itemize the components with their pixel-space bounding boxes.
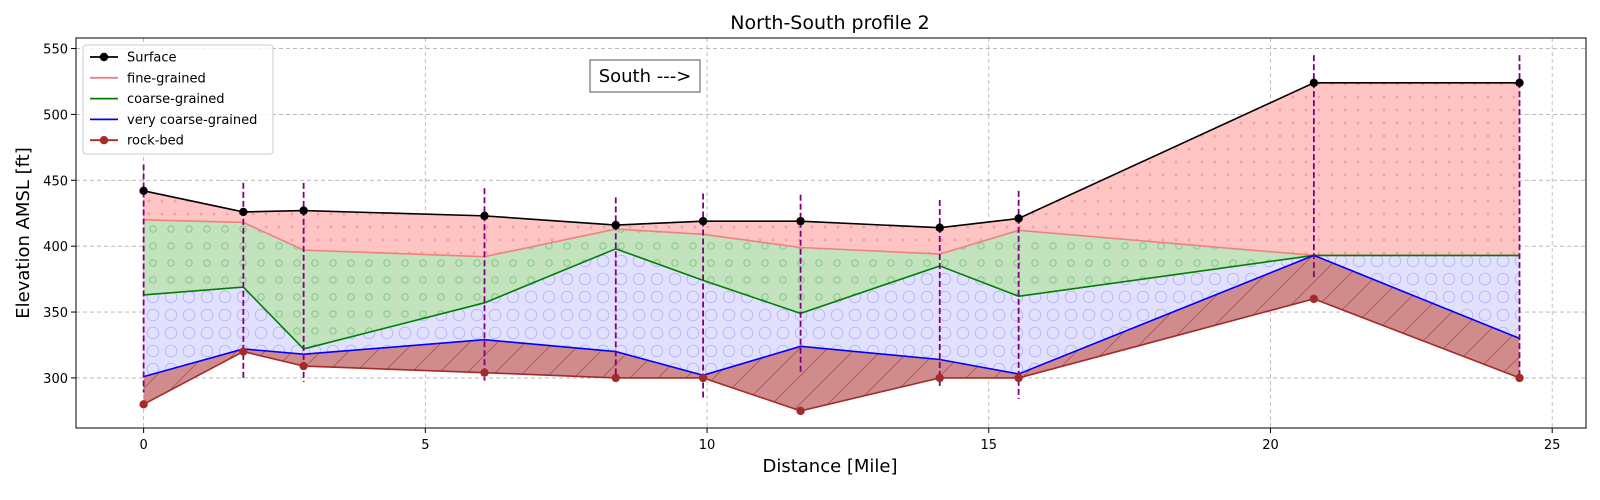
surface-point [239, 207, 248, 217]
surface-point [935, 223, 944, 232]
very-coarse-grained-fill-pattern [143, 248, 1520, 377]
well-markers [142, 55, 1521, 401]
rock-bed-point [1515, 373, 1524, 383]
rock-bed-point [935, 373, 944, 383]
y-tick-label: 500 [43, 108, 68, 123]
legend-label-coarse-grained: coarse-grained [127, 92, 225, 107]
rock-bed-point [299, 361, 308, 371]
y-tick-label: 450 [43, 174, 68, 189]
y-axis-label: Elevation AMSL [ft] [13, 147, 34, 318]
surface-point [480, 211, 489, 221]
legend-label-very-coarse-grained: very coarse-grained [127, 113, 257, 128]
y-tick-label: 550 [43, 43, 68, 58]
x-tick-label: 5 [421, 438, 429, 453]
x-tick-label: 20 [1262, 438, 1279, 453]
legend: Surface fine-grained coarse-grained very co… [82, 44, 274, 155]
rock-bed-point [1014, 373, 1023, 383]
coarse-grained-fill-pattern [143, 219, 1520, 349]
rock-bed-point [1309, 294, 1319, 304]
y-tick-label: 300 [43, 372, 68, 387]
legend-label-fine-grained: fine-grained [127, 71, 206, 86]
surface-point [139, 186, 148, 196]
surface-point [796, 216, 805, 226]
rock-bed-point [796, 406, 805, 416]
annotation-text: South ---> [599, 66, 692, 87]
rock-bed-point [480, 368, 489, 377]
surface-point [1014, 214, 1023, 223]
rock-bed-point [239, 347, 248, 356]
surface-point [1515, 78, 1524, 87]
legend-label-rock-bed: rock-bed [127, 134, 184, 149]
rock-bed-point [698, 373, 708, 383]
axis-ticks: 0 5 10 15 20 25 300 350 400 450 500 550 [43, 43, 1560, 453]
legend-marker-surface [99, 52, 109, 62]
series-markers [139, 78, 1524, 416]
x-tick-label: 15 [980, 438, 997, 453]
annotation-box: South ---> [589, 59, 701, 93]
x-tick-label: 0 [139, 438, 147, 453]
rock-bed-point [611, 373, 620, 383]
x-axis-label: Distance [Mile] [762, 456, 897, 477]
legend-marker-rock-bed [99, 136, 109, 145]
surface-point [299, 206, 308, 215]
surface-point [1309, 78, 1319, 87]
legend-label-surface: Surface [127, 51, 177, 66]
plot-frame [75, 37, 1587, 429]
surface-point [611, 220, 620, 230]
rock-bed-point [139, 400, 148, 409]
fine-grained-fill-pattern [143, 82, 1520, 257]
chart-title: North-South profile 2 [730, 12, 929, 34]
x-tick-label: 10 [699, 438, 716, 453]
y-tick-label: 400 [43, 240, 68, 255]
surface-point [698, 216, 708, 226]
x-tick-label: 25 [1544, 438, 1561, 453]
y-tick-label: 350 [43, 306, 68, 321]
